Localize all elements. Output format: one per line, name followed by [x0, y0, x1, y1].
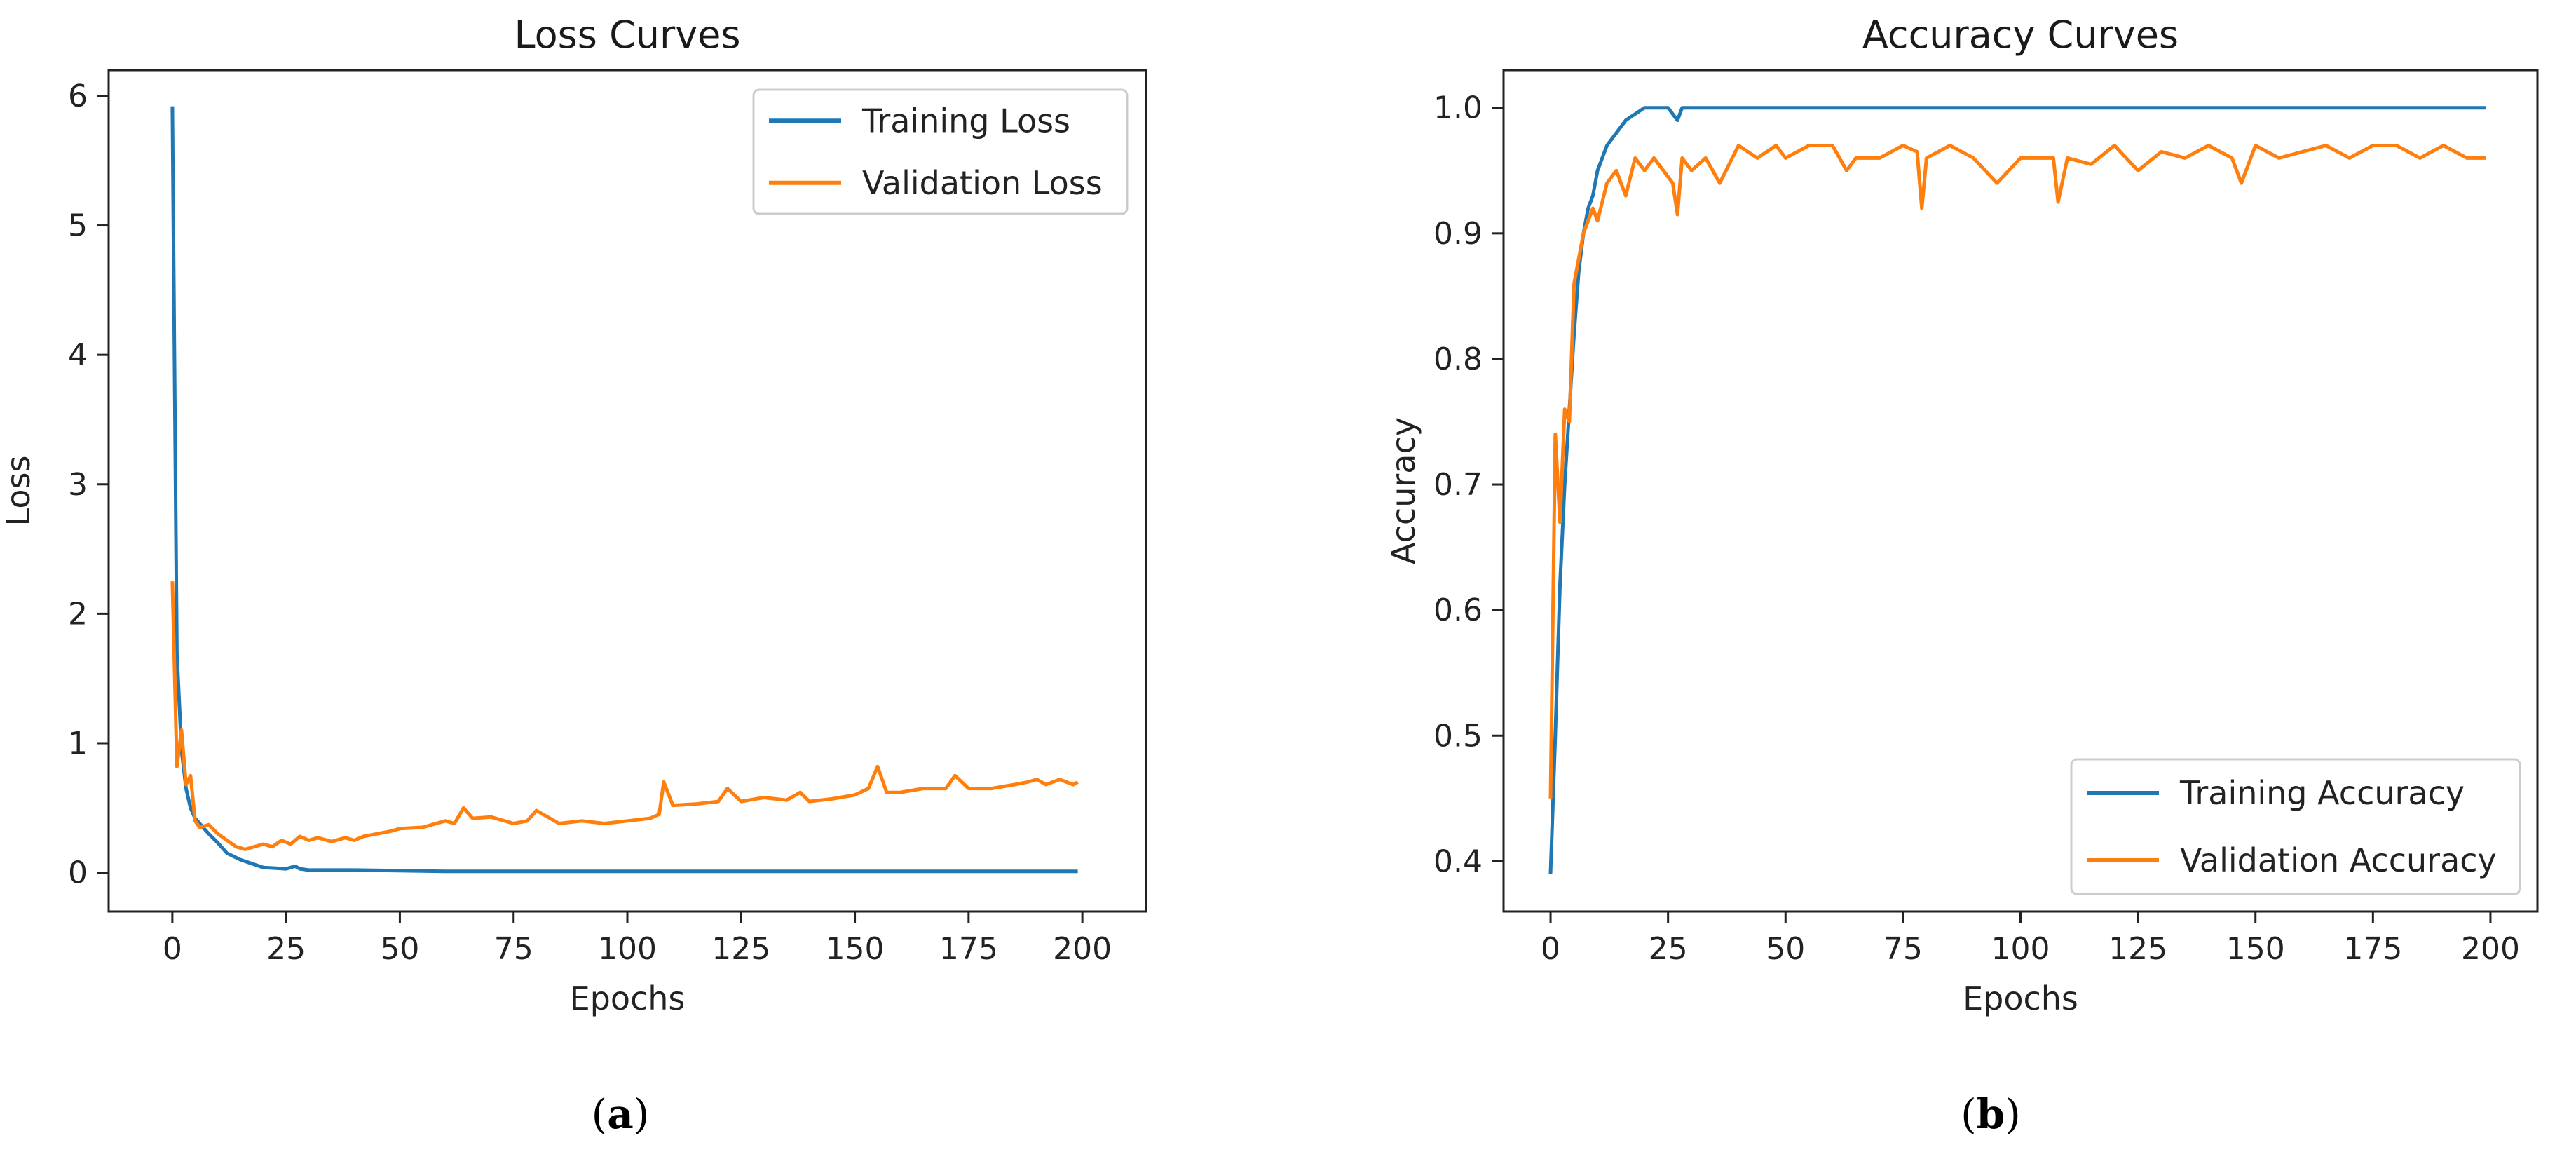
- x-tick-label: 150: [2226, 931, 2285, 967]
- legend-entry-label: Validation Loss: [862, 164, 1103, 202]
- x-tick-label: 125: [2108, 931, 2167, 967]
- y-tick-label: 0.4: [1433, 843, 1483, 879]
- x-tick-label: 125: [711, 931, 770, 967]
- x-tick-label: 150: [826, 931, 885, 967]
- x-axis-label: Epochs: [570, 979, 686, 1017]
- series-line-training-accuracy: [1548, 106, 2486, 874]
- x-tick-label: 50: [380, 931, 419, 967]
- x-tick-label: 0: [163, 931, 182, 967]
- x-tick-label: 100: [1991, 931, 2050, 967]
- y-tick-label: 3: [68, 467, 88, 503]
- y-tick-label: 0: [68, 855, 88, 891]
- y-axis-label: Loss: [0, 456, 37, 527]
- series-line-training-loss: [170, 106, 1078, 874]
- x-tick-label: 200: [2461, 931, 2520, 967]
- y-tick-label: 2: [68, 596, 88, 632]
- y-tick-label: 0.8: [1433, 341, 1483, 377]
- legend: [2070, 758, 2521, 895]
- subfigure-label-b: (b): [1961, 1090, 2021, 1138]
- x-tick-label: 200: [1053, 931, 1112, 967]
- legend-entry-label: Training Loss: [861, 102, 1070, 140]
- x-tick-label: 75: [494, 931, 533, 967]
- legend-entry-label: Validation Accuracy: [2180, 841, 2497, 879]
- y-tick-label: 5: [68, 208, 88, 244]
- legend-entry-label: Training Accuracy: [2179, 774, 2465, 812]
- y-tick-label: 1.0: [1433, 90, 1483, 126]
- series-line-validation-accuracy: [1548, 144, 2486, 799]
- loss-chart-panel: Loss Curves 0 25 50 75 100 125 150 175 200 0 1 2 3 4 5 6…: [0, 0, 1178, 1166]
- x-tick-label: 50: [1766, 931, 1805, 967]
- y-axis-label: Accuracy: [1384, 417, 1422, 564]
- accuracy-chart: Accuracy Curves 0 25 50 75 100 125 150 175 200 0.4…: [1384, 13, 2539, 1017]
- series-line-validation-loss: [170, 581, 1079, 851]
- chart-title: Accuracy Curves: [1862, 13, 2179, 57]
- y-tick-label: 0.5: [1433, 718, 1483, 754]
- x-tick-label: 25: [266, 931, 306, 967]
- x-tick-label: 175: [939, 931, 998, 967]
- x-tick-label: 25: [1649, 931, 1688, 967]
- accuracy-chart-panel: Accuracy Curves 0 25 50 75 100 125 150 175 200 0.4…: [1178, 0, 2576, 1166]
- chart-title: Loss Curves: [514, 13, 740, 57]
- loss-chart: Loss Curves 0 25 50 75 100 125 150 175 200 0 1 2 3 4 5 6…: [0, 13, 1147, 1017]
- x-tick-label: 0: [1541, 931, 1560, 967]
- x-tick-label: 75: [1883, 931, 1923, 967]
- subfigure-label-a: (a): [591, 1090, 650, 1138]
- y-tick-label: 6: [68, 79, 88, 114]
- x-tick-label: 100: [598, 931, 657, 967]
- y-tick-label: 1: [68, 726, 88, 761]
- y-tick-label: 0.7: [1433, 467, 1483, 503]
- y-tick-label: 0.6: [1433, 592, 1483, 628]
- x-tick-label: 175: [2343, 931, 2402, 967]
- y-tick-label: 4: [68, 337, 88, 373]
- x-axis-label: Epochs: [1963, 979, 2078, 1017]
- y-tick-label: 0.9: [1433, 216, 1483, 252]
- legend: [752, 88, 1129, 215]
